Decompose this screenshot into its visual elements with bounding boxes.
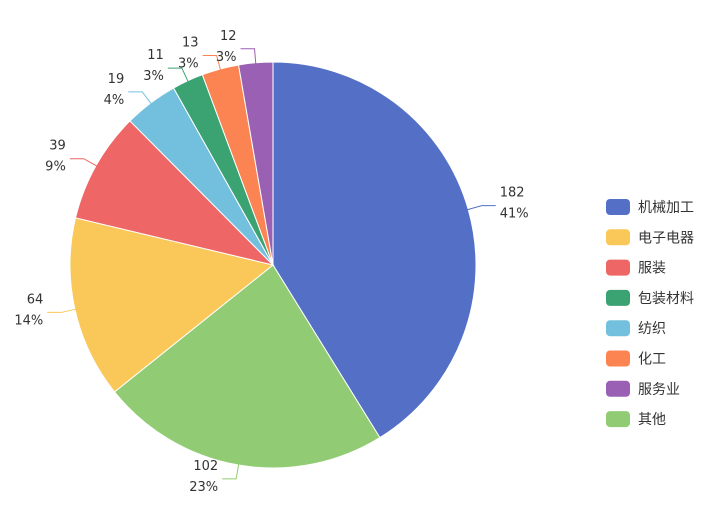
pie-label-percent-2: 14% — [14, 313, 43, 328]
pie-label-percent-6: 3% — [178, 56, 199, 71]
pie-label-line-1 — [222, 462, 240, 480]
legend-swatch-4 — [606, 320, 630, 337]
legend-swatch-3 — [606, 289, 630, 306]
pie-slices — [69, 61, 477, 469]
pie-label-percent-5: 3% — [143, 69, 164, 84]
legend-label-5: 化工 — [638, 352, 666, 368]
pie-label-line-7 — [240, 48, 257, 65]
legend-item-1[interactable]: 电子电器 — [606, 229, 694, 246]
legend-item-6[interactable]: 服务业 — [606, 380, 680, 398]
pie-label-percent-0: 41% — [500, 207, 529, 222]
legend-label-7: 其他 — [638, 412, 666, 428]
pie-label-line-3 — [69, 158, 98, 168]
legend-item-0[interactable]: 机械加工 — [606, 199, 694, 216]
pie-label-line-4 — [128, 91, 153, 105]
legend-swatch-2 — [606, 259, 630, 276]
pie-label-value-5: 11 — [147, 48, 164, 63]
pie-label-value-6: 13 — [182, 35, 199, 50]
legend-label-4: 纺织 — [638, 321, 666, 337]
pie-label-value-3: 39 — [49, 139, 66, 154]
pie-label-line-0 — [466, 205, 496, 211]
legend-label-1: 电子电器 — [638, 230, 694, 246]
legend-swatch-0 — [606, 199, 630, 215]
legend-item-5[interactable]: 化工 — [606, 350, 666, 368]
pie-label-percent-1: 23% — [189, 480, 218, 495]
pie-label-value-7: 12 — [220, 29, 237, 44]
legend-item-3[interactable]: 包装材料 — [606, 289, 694, 307]
pie-label-value-1: 102 — [193, 459, 218, 474]
legend-item-7[interactable]: 其他 — [606, 411, 666, 428]
pie-label-percent-4: 4% — [104, 93, 125, 108]
legend-label-6: 服务业 — [638, 382, 680, 398]
pie-label-value-4: 19 — [108, 72, 125, 87]
legend-swatch-5 — [606, 350, 630, 367]
legend-label-2: 服装 — [638, 261, 666, 277]
legend-swatch-1 — [606, 229, 630, 246]
pie-label-line-6 — [202, 54, 222, 72]
legend-label-0: 机械加工 — [638, 200, 694, 216]
legend-item-2[interactable]: 服装 — [606, 259, 666, 277]
pie-label-percent-3: 9% — [45, 160, 66, 175]
legend-swatch-7 — [606, 411, 630, 428]
legend-swatch-6 — [606, 380, 630, 397]
pie-label-value-0: 182 — [500, 186, 525, 201]
legend-label-3: 包装材料 — [638, 291, 694, 307]
pie-label-value-2: 64 — [27, 292, 44, 307]
pie-labels: 182 41% 102 23% 64 14% 39 9% 19 4% 11 3% 13 3% 12 3% — [14, 29, 528, 495]
legend-item-4[interactable]: 纺织 — [606, 320, 666, 337]
pie-label-line-5 — [167, 67, 190, 83]
pie-label-line-2 — [47, 308, 77, 313]
pie-label-percent-7: 3% — [216, 50, 237, 65]
